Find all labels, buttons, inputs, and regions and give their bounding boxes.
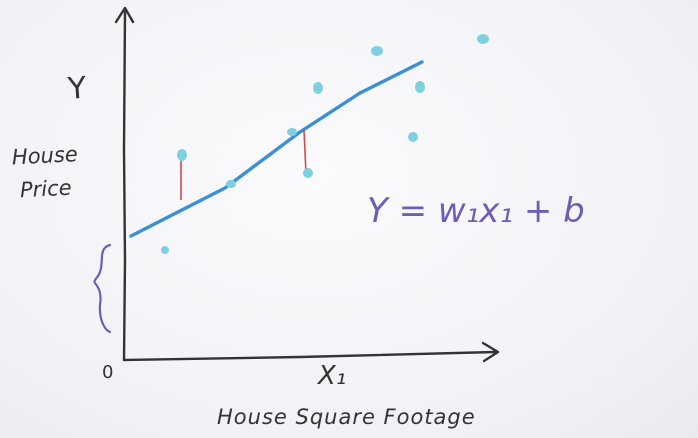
data-point <box>415 81 425 93</box>
y-axis-label-price: Price <box>19 176 72 203</box>
x-axis-label: House Square Footage <box>217 405 476 429</box>
curly-brace-icon <box>93 243 112 334</box>
data-point <box>177 149 187 161</box>
equation-label: Y = w₁x₁ + b <box>367 191 585 231</box>
data-point <box>313 82 323 94</box>
regression-line <box>129 60 424 238</box>
y-symbol-label: Y <box>66 71 88 107</box>
data-point <box>303 168 313 178</box>
arrow-up-icon <box>114 6 135 24</box>
data-point <box>226 180 236 188</box>
data-point <box>287 128 297 136</box>
arrow-right-icon <box>481 341 500 363</box>
origin-label: 0 <box>102 362 113 383</box>
data-point <box>408 132 418 142</box>
y-axis-label-house: House <box>11 142 78 169</box>
data-point <box>161 246 169 254</box>
y-axis <box>122 10 127 362</box>
data-point <box>477 34 489 44</box>
data-point <box>371 46 383 56</box>
x-axis <box>122 350 497 362</box>
residual-line <box>303 129 307 175</box>
x-symbol-label: X₁ <box>316 361 346 391</box>
